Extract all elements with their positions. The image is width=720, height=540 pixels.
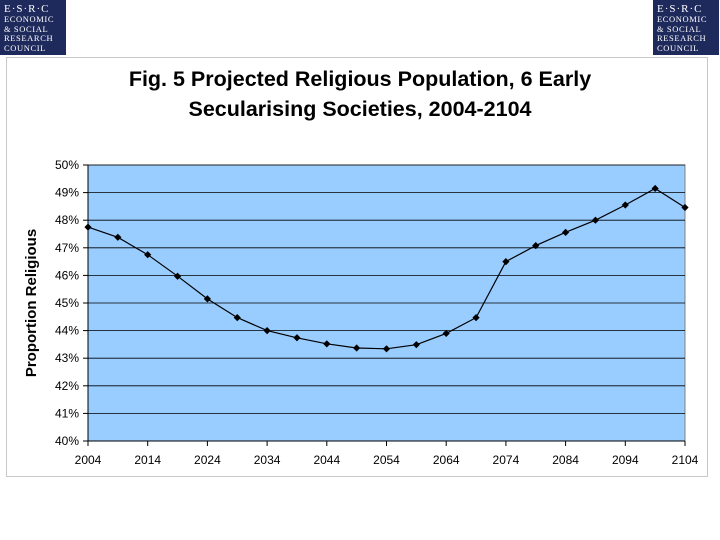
- data-point: [532, 241, 540, 250]
- y-tick-label: 50%: [55, 158, 79, 172]
- data-point: [293, 334, 301, 342]
- data-point: [353, 344, 361, 352]
- y-tick-label: 47%: [55, 241, 79, 255]
- y-tick-label: 49%: [55, 186, 79, 200]
- data-point: [144, 251, 152, 259]
- x-tick-label: 2044: [313, 453, 340, 467]
- y-tick-label: 46%: [55, 268, 79, 282]
- x-tick-label: 2054: [373, 453, 400, 467]
- esrc-logo-left: E·S·R·C ECONOMIC & SOCIAL RESEARCH COUNC…: [0, 0, 66, 55]
- x-tick-label: 2084: [552, 453, 579, 467]
- y-tick-label: 44%: [55, 324, 79, 338]
- data-point: [84, 223, 92, 231]
- chart-title-line1: Fig. 5 Projected Religious Population, 6…: [128, 67, 592, 91]
- logo-right-line4: RESEARCH: [657, 33, 707, 43]
- data-point: [591, 216, 600, 224]
- data-point: [323, 340, 331, 348]
- data-point: [681, 203, 689, 212]
- x-tick-label: 2014: [134, 453, 161, 467]
- x-tick-label: 2004: [75, 453, 102, 467]
- logo-right-line3: & SOCIAL: [657, 23, 702, 34]
- data-point: [114, 233, 122, 241]
- x-tick-label: 2034: [254, 453, 281, 467]
- y-tick-label: 40%: [55, 434, 79, 448]
- x-tick-label: 2104: [672, 453, 699, 467]
- x-tick-labels: 2004 2014 2024 2034 2044 2054 2064 2074 2084 2094…: [75, 441, 699, 467]
- logo-left-line3: & SOCIAL: [4, 23, 49, 34]
- series-group: [84, 184, 689, 353]
- y-axis-label: Proportion Religious: [23, 229, 40, 377]
- data-point: [442, 329, 450, 337]
- data-point: [203, 295, 211, 303]
- logo-left-line4: RESEARCH: [4, 33, 54, 43]
- esrc-logo-right: E·S·R·C ECONOMIC & SOCIAL RESEARCH COUNC…: [653, 0, 719, 55]
- logo-right-line5: COUNCIL: [657, 42, 699, 53]
- logo-left-line2: ECONOMIC: [4, 14, 55, 24]
- data-point: [621, 201, 629, 209]
- data-point: [263, 327, 271, 335]
- data-point: [562, 228, 570, 236]
- data-point: [173, 272, 182, 280]
- chart-title-line2: Secularising Societies, 2004-2104: [188, 97, 532, 121]
- data-point: [233, 314, 241, 322]
- x-tick-label: 2024: [194, 453, 221, 467]
- y-tick-label: 45%: [55, 296, 79, 310]
- data-point: [472, 314, 480, 322]
- x-tick-label: 2064: [433, 453, 460, 467]
- y-tick-label: 41%: [55, 406, 79, 420]
- logo-left-line1: E·S·R·C: [4, 3, 50, 15]
- x-tick-label: 2094: [612, 453, 639, 467]
- logo-left-line5: COUNCIL: [4, 42, 46, 53]
- data-point: [382, 345, 391, 353]
- gridlines: [83, 164, 685, 442]
- data-point: [412, 341, 420, 349]
- y-tick-label: 48%: [55, 213, 79, 227]
- x-tick-label: 2074: [493, 453, 520, 467]
- logo-right-line2: ECONOMIC: [657, 14, 708, 24]
- logo-right-line1: E·S·R·C: [657, 3, 703, 15]
- data-point: [502, 258, 510, 266]
- data-point: [651, 184, 659, 193]
- chart-title: Fig. 5 Projected Religious Population, 6…: [30, 64, 690, 124]
- y-tick-labels: 40% 41% 42% 43% 44% 45% 46% 47% 48% 49% 50%: [55, 158, 79, 448]
- y-tick-label: 43%: [55, 351, 79, 365]
- y-tick-label: 42%: [55, 379, 79, 393]
